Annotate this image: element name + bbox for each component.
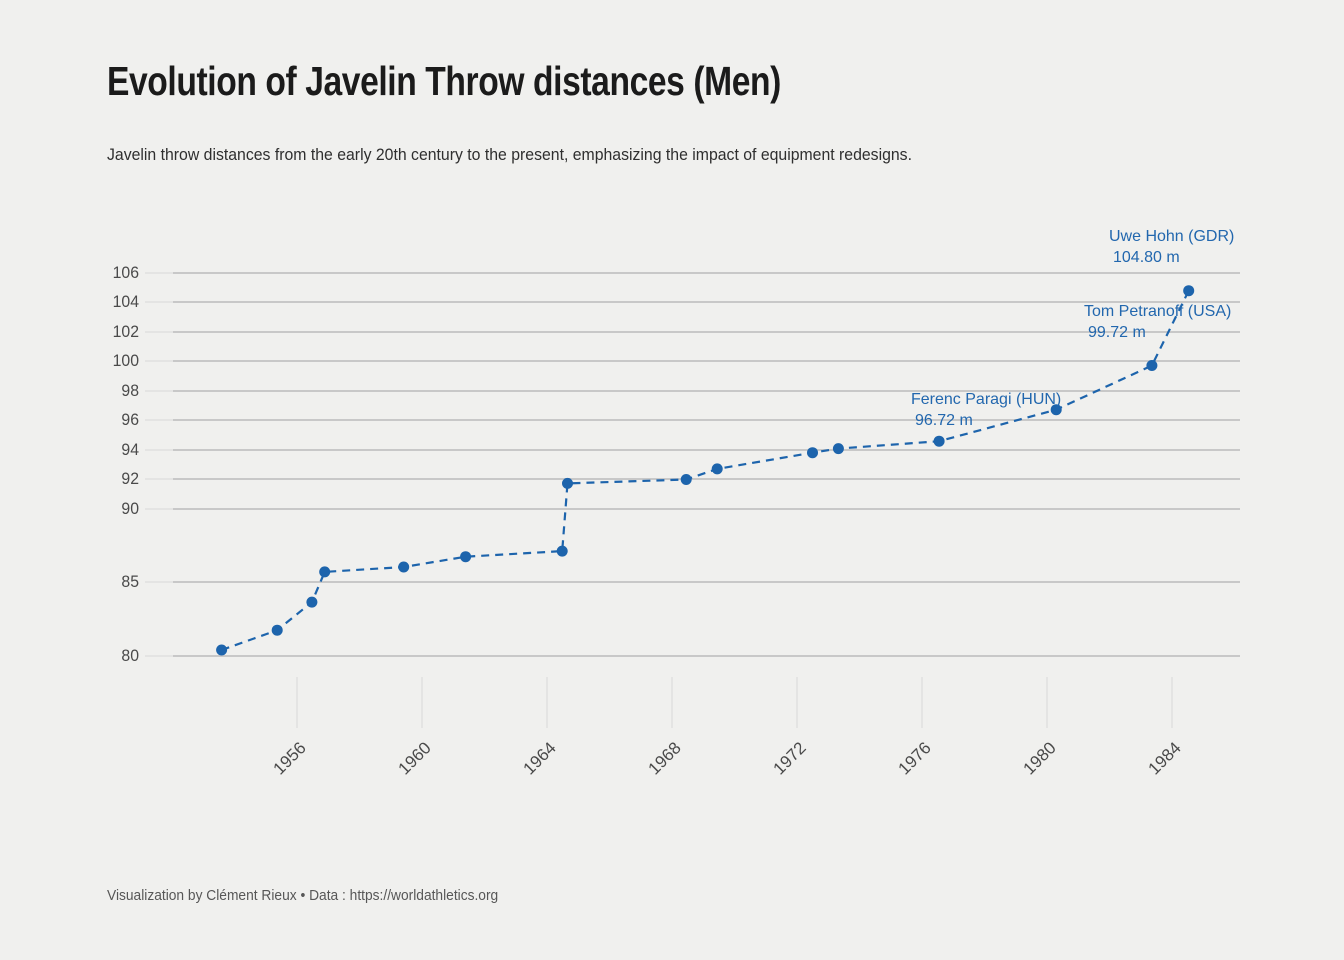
annotation-distance: 104.80 m (1113, 249, 1180, 266)
y-gridline (173, 655, 1240, 657)
record-point (680, 474, 692, 485)
record-annotation: Ferenc Paragi (HUN) 96.72 m (911, 389, 1061, 431)
x-axis-tick (795, 677, 798, 728)
y-gridline (173, 331, 1240, 333)
y-axis-label: 90 (121, 499, 139, 518)
y-axis-label: 85 (121, 572, 139, 591)
y-gridline (173, 478, 1240, 480)
page-title: Evolution of Javelin Throw distances (Me… (107, 58, 781, 104)
y-gridline-tick (145, 581, 173, 583)
y-axis-label: 94 (121, 440, 139, 459)
x-axis-tick (920, 677, 923, 728)
y-axis-label: 104 (112, 292, 139, 311)
annotation-distance: 96.72 m (915, 412, 973, 429)
record-point (306, 596, 318, 608)
annotation-athlete: Uwe Hohn (GDR) (1109, 228, 1235, 245)
y-axis-label: 80 (121, 646, 139, 665)
y-gridline-tick (145, 331, 173, 333)
y-gridline-tick (145, 301, 173, 303)
y-gridline (173, 449, 1240, 451)
record-point (1146, 360, 1158, 371)
y-gridline (173, 272, 1240, 274)
x-axis-tick (295, 677, 298, 728)
record-annotation: Tom Petranoff (USA) 99.72 m (1084, 301, 1231, 343)
y-gridline-tick (145, 360, 173, 362)
y-gridline-tick (145, 449, 173, 451)
record-point (319, 566, 331, 578)
record-point (711, 463, 723, 475)
record-point (216, 644, 228, 656)
record-point (556, 545, 568, 557)
y-gridline-tick (145, 272, 173, 274)
y-axis-label: 106 (112, 263, 139, 282)
record-point (562, 477, 573, 489)
y-gridline (173, 301, 1240, 303)
page-subtitle: Javelin throw distances from the early 2… (107, 145, 912, 164)
y-axis-label: 98 (121, 381, 139, 400)
y-gridline-tick (145, 508, 173, 510)
record-point (933, 435, 945, 447)
record-point (807, 447, 818, 459)
y-gridline (173, 419, 1240, 421)
record-annotation: Uwe Hohn (GDR) 104.80 m (1109, 226, 1234, 268)
y-gridline-tick (145, 478, 173, 480)
record-point (271, 624, 283, 636)
record-point (460, 551, 472, 563)
y-axis-label: 92 (121, 469, 139, 488)
x-axis-tick (420, 677, 423, 728)
x-axis-tick (1170, 677, 1173, 728)
record-line (221, 290, 1190, 652)
y-gridline-tick (145, 390, 173, 392)
record-point (1050, 404, 1062, 416)
annotation-distance: 99.72 m (1088, 324, 1146, 341)
y-axis-label: 102 (112, 322, 139, 341)
y-gridline (173, 390, 1240, 392)
y-axis-label: 96 (121, 410, 139, 429)
x-axis-tick (545, 677, 548, 728)
y-gridline-tick (145, 419, 173, 421)
record-point (1183, 285, 1195, 297)
y-gridline-tick (145, 655, 173, 657)
y-gridline (173, 508, 1240, 510)
annotation-athlete: Tom Petranoff (USA) (1084, 303, 1232, 320)
record-point (832, 443, 844, 455)
y-gridline (173, 581, 1240, 583)
annotation-athlete: Ferenc Paragi (HUN) (911, 391, 1062, 408)
y-gridline (173, 360, 1240, 362)
record-point (398, 561, 410, 573)
source-caption: Visualization by Clément Rieux • Data : … (107, 888, 499, 904)
x-axis-tick (670, 677, 673, 728)
y-axis-label: 100 (112, 351, 139, 370)
x-axis-tick (1045, 677, 1048, 728)
